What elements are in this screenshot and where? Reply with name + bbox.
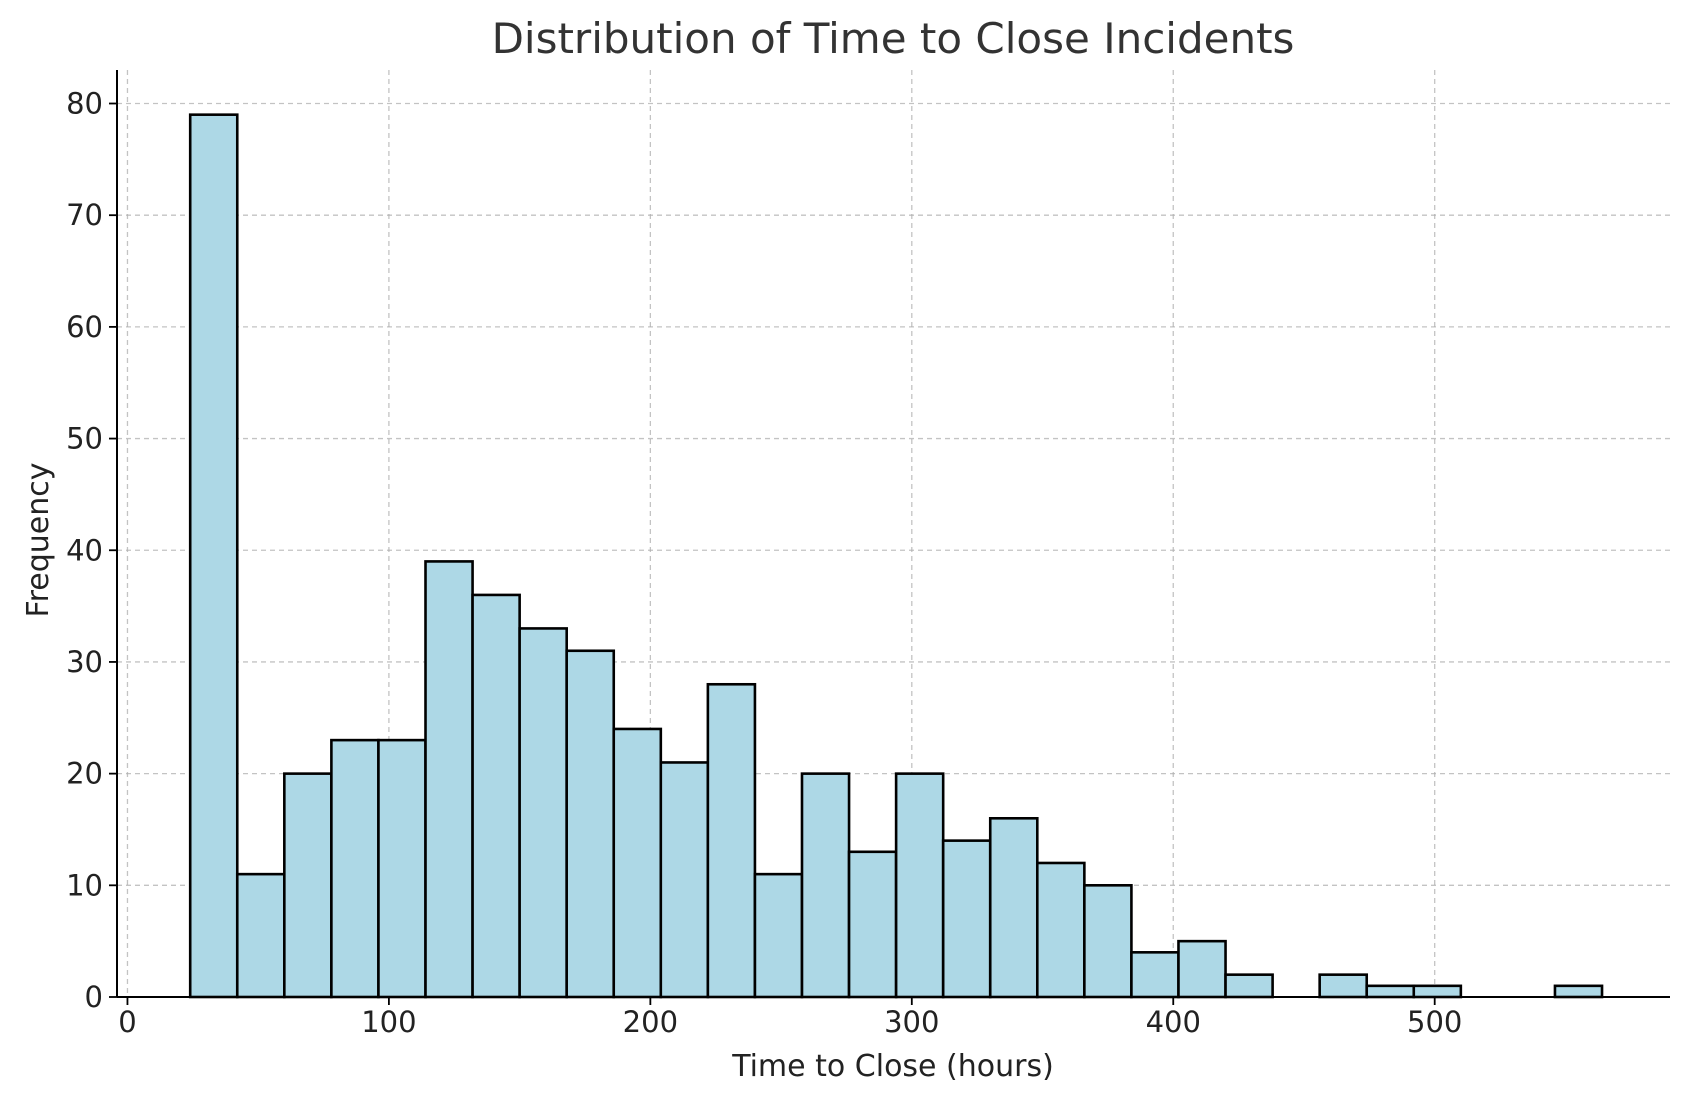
x-tick-label: 300 — [884, 1005, 939, 1039]
histogram-bar — [1318, 973, 1369, 999]
histogram-bar — [659, 761, 710, 999]
histogram-bar — [471, 593, 521, 999]
chart-title: Distribution of Time to Close Incidents — [492, 14, 1295, 63]
y-tick-label: 40 — [66, 533, 103, 567]
x-tick-label: 0 — [118, 1005, 136, 1039]
histogram-bar — [800, 772, 851, 999]
histogram-bar — [1177, 939, 1227, 999]
histogram-bar — [612, 727, 663, 999]
histogram-bar — [1224, 973, 1274, 999]
y-axis-label: Frequency — [21, 463, 56, 618]
histogram-bar — [1365, 984, 1416, 999]
y-tick-label: 20 — [66, 757, 103, 791]
histogram-bar — [894, 772, 945, 999]
histogram-bar — [1130, 951, 1180, 999]
histogram-bar — [377, 738, 427, 999]
histogram-bar — [1553, 984, 1604, 999]
y-tick-label: 50 — [66, 422, 103, 456]
histogram-bar — [188, 113, 239, 999]
histogram-bar — [753, 872, 804, 999]
y-tick-label: 10 — [66, 868, 103, 902]
histogram-bar — [565, 649, 616, 999]
y-tick-label: 0 — [85, 980, 103, 1014]
x-tick-label: 500 — [1407, 1005, 1462, 1039]
histogram-bar — [424, 560, 474, 999]
x-axis-ticks: 0 100 200 300 400 500 — [118, 997, 1462, 1039]
x-tick-label: 200 — [623, 1005, 678, 1039]
histogram-bar — [941, 839, 992, 999]
y-tick-label: 80 — [66, 87, 103, 121]
histogram-bar — [1412, 984, 1463, 999]
y-axis-ticks: 0 10 20 30 40 50 60 70 80 — [66, 87, 117, 1014]
histogram-bar — [847, 850, 898, 999]
y-tick-label: 30 — [66, 645, 103, 679]
x-axis-label: Time to Close (hours) — [731, 1049, 1054, 1084]
x-tick-label: 100 — [361, 1005, 416, 1039]
histogram-bar — [330, 738, 380, 999]
histogram-bars — [188, 113, 1604, 999]
histogram-bar — [1035, 861, 1086, 999]
y-tick-label: 70 — [66, 198, 103, 232]
histogram-bar — [1083, 884, 1133, 999]
y-tick-label: 60 — [66, 310, 103, 344]
histogram-bar — [283, 772, 333, 999]
histogram-bar — [988, 817, 1039, 999]
axes — [116, 70, 1670, 998]
x-tick-label: 400 — [1146, 1005, 1201, 1039]
histogram-bar — [706, 682, 757, 999]
histogram-bar — [518, 627, 568, 999]
histogram-bar — [235, 872, 286, 999]
